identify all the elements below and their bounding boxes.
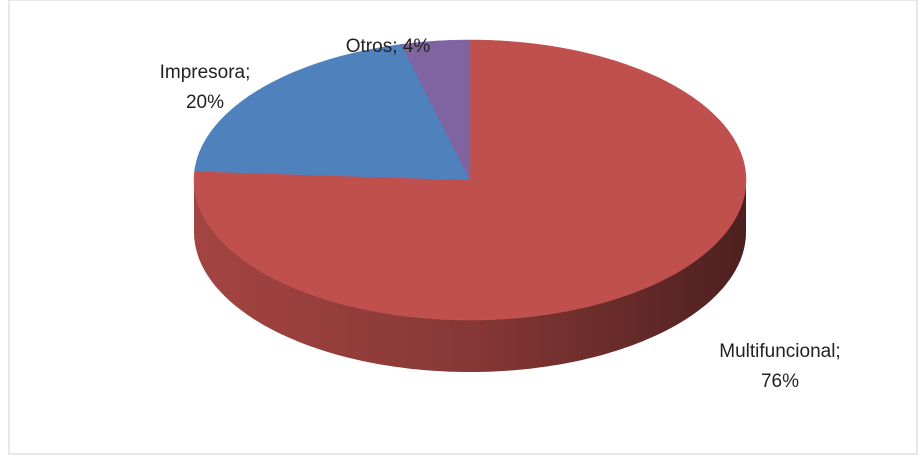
data-label: Multifuncional; 76% <box>719 341 840 392</box>
data-label: Impresora; 20% <box>160 62 251 113</box>
data-label-line: Impresora; <box>160 62 251 83</box>
data-label-line: 20% <box>186 92 224 113</box>
slice-side-shade <box>194 180 746 372</box>
slice <box>401 39 471 181</box>
data-label: Otros; 4% <box>346 36 431 57</box>
data-label-line: 76% <box>761 371 799 392</box>
data-label-line: Multifuncional; <box>719 341 840 362</box>
slice <box>194 44 471 181</box>
